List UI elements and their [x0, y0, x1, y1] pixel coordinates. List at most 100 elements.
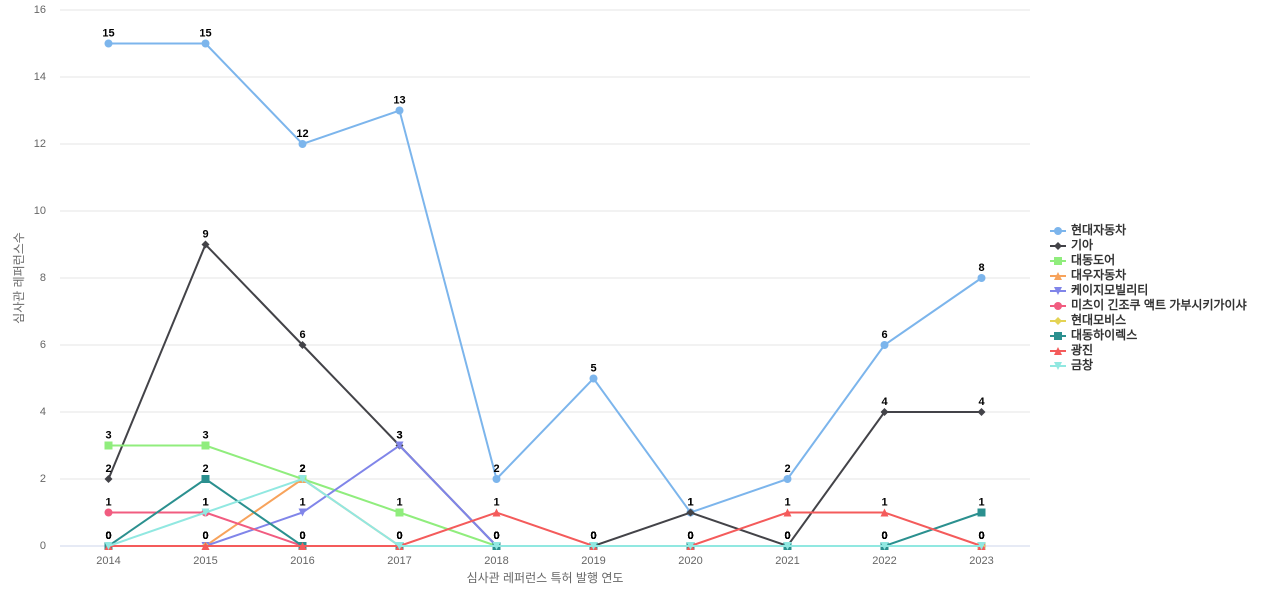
data-label: 0: [881, 530, 887, 542]
data-label: 0: [299, 530, 305, 542]
marker: [1054, 332, 1062, 340]
marker: [298, 475, 307, 483]
data-label: 1: [493, 496, 499, 508]
marker: [977, 408, 986, 416]
marker: [395, 508, 404, 517]
data-label: 0: [590, 530, 596, 542]
data-label: 0: [493, 530, 499, 542]
data-label: 0: [687, 530, 693, 542]
x-axis-title: 심사관 레퍼런스 특허 발행 연도: [467, 570, 624, 585]
marker: [201, 475, 210, 483]
data-label: 0: [590, 530, 596, 542]
marker: [880, 408, 889, 416]
legend-item: 대동도어: [1050, 252, 1115, 267]
data-label: 0: [105, 530, 111, 542]
data-label: 0: [784, 530, 790, 542]
y-tick-label: 2: [40, 473, 46, 485]
y-tick-label: 12: [34, 138, 46, 150]
data-label: 0: [493, 530, 499, 542]
y-tick-label: 16: [34, 4, 46, 16]
data-label: 0: [299, 530, 305, 542]
data-label: 0: [881, 530, 887, 542]
data-label: 0: [687, 530, 693, 542]
marker: [880, 341, 889, 349]
data-label: 6: [299, 329, 305, 341]
data-label: 0: [978, 530, 984, 542]
data-label: 0: [978, 530, 984, 542]
data-label: 0: [978, 530, 984, 542]
data-label: 0: [590, 530, 596, 542]
marker: [492, 508, 501, 517]
data-label: 3: [202, 429, 208, 441]
marker: [395, 542, 404, 550]
marker: [589, 542, 598, 550]
legend-label: 기아: [1071, 237, 1093, 252]
data-label: 2: [105, 463, 111, 475]
data-label: 12: [296, 128, 308, 140]
marker: [1054, 272, 1062, 280]
data-label: 0: [687, 530, 693, 542]
y-tick-label: 14: [34, 71, 46, 83]
marker: [104, 508, 113, 517]
marker: [880, 542, 889, 550]
marker: [783, 542, 792, 550]
data-label: 0: [687, 530, 693, 542]
x-tick-label: 2021: [775, 555, 799, 567]
x-tick-label: 2016: [290, 555, 314, 567]
data-label: 0: [687, 530, 693, 542]
data-label: 0: [396, 530, 402, 542]
data-label: 0: [105, 530, 111, 542]
data-label: 0: [590, 530, 596, 542]
series-line: [108, 477, 982, 547]
marker: [492, 475, 501, 483]
legend-label: 현대모비스: [1071, 312, 1126, 327]
data-label: 0: [978, 530, 984, 542]
data-label: 0: [687, 530, 693, 542]
data-label: 0: [590, 530, 596, 542]
x-tick-label: 2020: [678, 555, 702, 567]
y-tick-label: 6: [40, 339, 46, 351]
series-line: [108, 511, 982, 547]
data-label: 2: [299, 463, 305, 475]
data-label: 0: [105, 530, 111, 542]
legend-label: 케이지모빌리티: [1071, 282, 1148, 297]
data-label: 0: [105, 530, 111, 542]
marker: [977, 508, 986, 517]
y-tick-label: 0: [40, 540, 46, 552]
legend-item: 금창: [1050, 357, 1093, 372]
legend-label: 대동도어: [1071, 252, 1115, 267]
x-tick-label: 2017: [387, 555, 411, 567]
marker: [977, 274, 986, 282]
legend-label: 금창: [1071, 357, 1093, 372]
y-tick-label: 4: [40, 406, 46, 418]
marker: [298, 140, 307, 148]
data-label: 9: [202, 228, 208, 240]
data-label: 0: [396, 530, 402, 542]
data-label: 0: [299, 530, 305, 542]
marker: [1054, 227, 1062, 235]
marker: [1054, 242, 1062, 250]
marker: [104, 441, 113, 450]
x-tick-label: 2022: [872, 555, 896, 567]
data-label: 2: [202, 463, 208, 475]
data-label: 0: [978, 530, 984, 542]
series-line: [108, 42, 983, 514]
data-label: 8: [978, 262, 984, 274]
data-label: 0: [784, 530, 790, 542]
x-tick-label: 2014: [96, 555, 120, 567]
legend-label: 미츠이 긴조쿠 액트 가부시키가이샤: [1071, 297, 1247, 312]
legend-item: 대동하이렉스: [1050, 327, 1137, 342]
data-label: 1: [105, 496, 111, 508]
legend-item: 현대모비스: [1050, 312, 1126, 327]
data-label: 0: [590, 530, 596, 542]
marker: [880, 508, 889, 517]
legend-label: 대동하이렉스: [1071, 327, 1137, 342]
data-label: 0: [493, 530, 499, 542]
data-label: 0: [396, 530, 402, 542]
marker: [1054, 302, 1062, 310]
data-label: 1: [784, 496, 790, 508]
data-label: 15: [102, 27, 114, 39]
legend-item: 기아: [1050, 237, 1093, 252]
marker: [783, 475, 792, 483]
marker: [977, 542, 986, 550]
